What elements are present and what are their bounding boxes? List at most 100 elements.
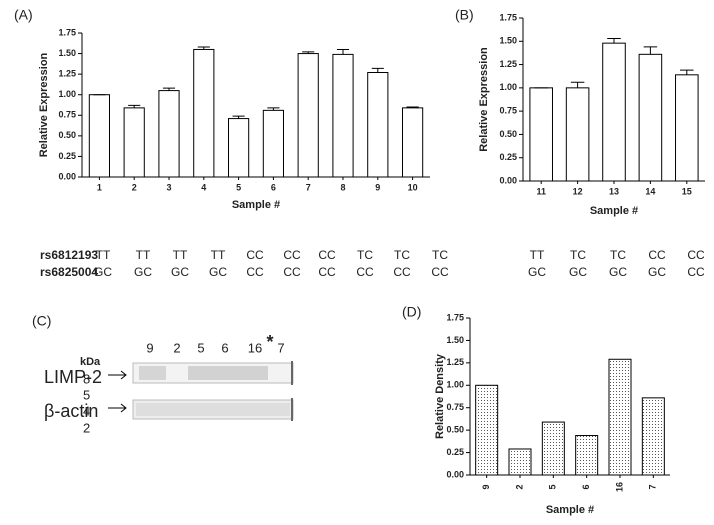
- genotype: TT: [211, 248, 226, 262]
- y-tick-label: 1.00: [446, 380, 464, 390]
- x-tick-label: 1: [97, 182, 102, 192]
- x-tick-label: 5: [236, 182, 241, 192]
- x-tick-label: 13: [609, 186, 619, 196]
- genotype: CC: [687, 248, 705, 262]
- x-tick-label: 14: [645, 186, 655, 196]
- genotype: GC: [528, 265, 546, 279]
- y-tick-label: 1.75: [446, 312, 464, 322]
- genotype: TT: [136, 248, 151, 262]
- lane-label: 5: [197, 340, 204, 355]
- x-tick-label: 15: [682, 186, 692, 196]
- y-tick-label: 1.00: [58, 89, 76, 99]
- lane-label: 6: [221, 340, 228, 355]
- x-tick-label: 7: [648, 484, 658, 489]
- x-tick-label: 2: [132, 182, 137, 192]
- bar: [541, 421, 565, 476]
- band-label: LIMP-2: [44, 367, 102, 387]
- genotype: CC: [246, 248, 264, 262]
- lane-label: 2: [173, 340, 180, 355]
- x-tick-label: 11: [536, 186, 546, 196]
- y-tick-label: 0.50: [499, 129, 517, 139]
- bar: [332, 53, 354, 178]
- bar: [602, 42, 626, 182]
- error-bar: [197, 46, 210, 50]
- bar: [297, 53, 319, 178]
- panel-label: (C): [32, 313, 51, 329]
- lane-label: 16: [248, 340, 262, 355]
- error-bar: [570, 81, 585, 88]
- bar: [228, 118, 250, 178]
- x-axis-label: Sample #: [590, 205, 638, 217]
- y-tick-label: 1.00: [499, 82, 517, 92]
- panel-label: (D): [402, 304, 421, 320]
- y-tick-label: 1.75: [499, 12, 517, 22]
- y-tick-label: 0.50: [446, 425, 464, 435]
- bar: [529, 87, 553, 182]
- x-tick-label: 10: [408, 182, 418, 192]
- x-tick-label: 16: [614, 482, 624, 492]
- x-tick-label: 9: [375, 182, 380, 192]
- kda-label: kDa: [80, 356, 101, 368]
- x-tick-label: 2: [514, 484, 524, 489]
- band-label: β-actin: [44, 401, 98, 421]
- y-tick-label: 1.25: [446, 357, 464, 367]
- genotype: TT: [530, 248, 545, 262]
- lane-label: 7: [277, 340, 284, 355]
- x-tick-label: 6: [581, 484, 591, 489]
- genotype: TC: [357, 248, 373, 262]
- genotype: GC: [94, 265, 112, 279]
- genotype: TC: [394, 248, 410, 262]
- bar: [123, 107, 145, 178]
- error-bar: [336, 48, 350, 55]
- bar: [508, 448, 532, 476]
- x-axis-label: Sample #: [232, 199, 280, 211]
- error-bar: [267, 107, 280, 111]
- y-tick-label: 1.50: [446, 335, 464, 345]
- genotype: CC: [246, 265, 264, 279]
- panel-label: (B): [455, 7, 474, 23]
- genotype: GC: [609, 265, 627, 279]
- y-tick-label: 0.50: [58, 130, 76, 140]
- error-bar: [162, 87, 176, 91]
- error-bar: [232, 115, 245, 119]
- bar: [88, 94, 110, 178]
- genotype: CC: [283, 248, 301, 262]
- y-tick-label: 0.75: [446, 402, 464, 412]
- y-tick-label: 1.25: [58, 69, 76, 79]
- bar: [675, 74, 699, 182]
- y-axis-label: Relative Density: [434, 353, 446, 439]
- y-tick-label: 1.75: [58, 27, 76, 37]
- genotype: GC: [648, 265, 666, 279]
- genotype: CC: [431, 265, 449, 279]
- blot-image: [132, 361, 294, 421]
- x-axis-label: Sample #: [546, 504, 594, 516]
- x-tick-label: 5: [548, 484, 558, 489]
- y-tick-label: 0.00: [499, 175, 517, 185]
- x-tick-label: 3: [166, 182, 171, 192]
- y-tick-label: 1.50: [58, 48, 76, 58]
- y-axis-label: Relative Expression: [38, 52, 50, 157]
- x-tick-label: 6: [271, 182, 276, 192]
- genotype: CC: [318, 265, 336, 279]
- bar: [402, 107, 424, 178]
- genotype: TT: [96, 248, 111, 262]
- y-tick-label: 1.50: [499, 36, 517, 46]
- error-bar: [680, 69, 694, 75]
- error-bar: [371, 67, 384, 73]
- genotype: GC: [134, 265, 152, 279]
- genotype: CC: [356, 265, 374, 279]
- error-bar: [643, 46, 658, 55]
- x-tick-label: 7: [306, 182, 311, 192]
- error-bar: [406, 106, 419, 108]
- bar: [638, 53, 663, 182]
- marker-label: 5: [83, 387, 90, 402]
- bar: [193, 48, 215, 178]
- x-tick-label: 4: [201, 182, 206, 192]
- genotype: TC: [610, 248, 626, 262]
- y-tick-label: 0.25: [58, 151, 76, 161]
- error-bar: [302, 51, 315, 54]
- y-tick-label: 0.75: [499, 106, 517, 116]
- genotype: GC: [171, 265, 189, 279]
- bar: [565, 87, 590, 182]
